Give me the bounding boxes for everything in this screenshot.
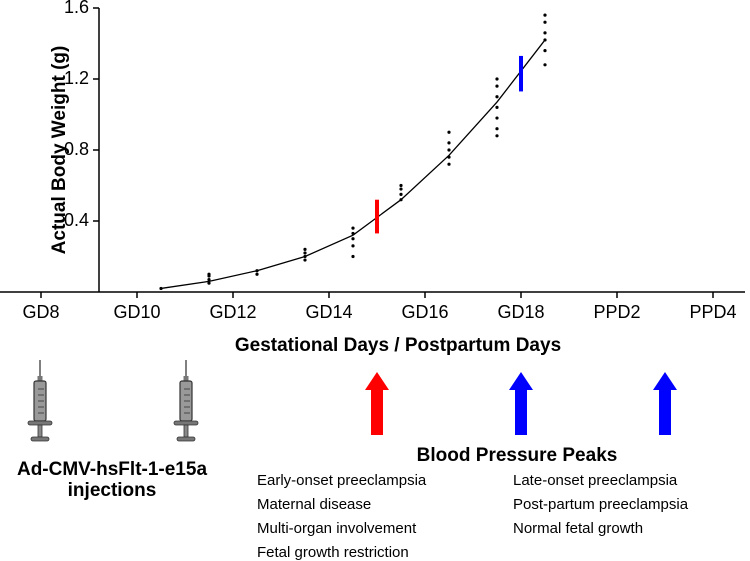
note-line: Post-partum preeclampsia — [513, 496, 689, 513]
peak-arrow — [653, 372, 677, 435]
data-point — [495, 116, 499, 120]
x-tick-label: GD14 — [305, 302, 352, 322]
data-point — [447, 155, 451, 159]
syringe-plunger — [183, 424, 189, 438]
peak-arrow — [509, 372, 533, 435]
peaks-label: Blood Pressure Peaks — [417, 445, 618, 466]
x-tick-label: GD10 — [113, 302, 160, 322]
syringe-flange — [173, 420, 199, 426]
data-point — [447, 141, 451, 145]
data-point — [399, 192, 403, 196]
data-point — [543, 31, 547, 35]
note-line: Late-onset preeclampsia — [513, 472, 678, 489]
data-point — [495, 105, 499, 109]
note-line: Multi-organ involvement — [257, 520, 417, 537]
syringes — [27, 360, 199, 442]
data-point — [351, 254, 355, 259]
data-point — [303, 251, 307, 255]
data-point — [207, 281, 211, 285]
data-point — [351, 244, 355, 248]
data-point — [207, 277, 211, 282]
x-tick-label: PPD4 — [689, 302, 736, 322]
y-axis-title: Actual Body Weight (g) — [49, 46, 70, 255]
syringe-tip — [183, 376, 189, 382]
data-point — [159, 286, 163, 291]
data-point — [255, 269, 259, 273]
note-line: Fetal growth restriction — [257, 544, 409, 561]
data-point — [447, 162, 451, 166]
syringe-plunger — [37, 424, 43, 438]
note-line: Normal fetal growth — [513, 520, 643, 537]
syringe-flange — [27, 420, 53, 426]
data-point — [543, 13, 547, 17]
data-point — [543, 38, 547, 42]
data-point — [543, 63, 547, 67]
x-tick-label: GD18 — [497, 302, 544, 322]
fit-curve — [160, 39, 546, 290]
y-tick-label: 0.8 — [64, 139, 89, 159]
x-tick-label: GD12 — [209, 302, 256, 322]
injection-label: Ad-CMV-hsFlt-1-e15a — [17, 459, 207, 480]
y-tick-label: 1.2 — [64, 68, 89, 88]
data-point — [303, 258, 307, 262]
data-point — [351, 226, 355, 230]
data-point — [447, 148, 451, 152]
syringe-thumb — [30, 436, 50, 442]
data-point — [543, 20, 547, 24]
data-point — [303, 254, 307, 259]
data-point — [399, 198, 403, 202]
data-point — [255, 272, 259, 276]
data-point — [495, 84, 499, 88]
y-tick-label: 1.6 — [64, 0, 89, 17]
syringe-tip — [37, 376, 43, 382]
data-point — [495, 127, 499, 131]
data-point — [399, 183, 403, 188]
data-point — [495, 77, 499, 81]
data-point — [351, 231, 355, 236]
peak-arrow — [365, 372, 389, 435]
x-tick-label: GD8 — [22, 302, 59, 322]
note-line: Maternal disease — [257, 496, 371, 513]
data-point — [351, 237, 355, 241]
x-axis-title: Gestational Days / Postpartum Days — [235, 335, 561, 356]
note-line: Early-onset preeclampsia — [257, 472, 427, 489]
x-tick-label: GD16 — [401, 302, 448, 322]
y-tick-label: 0.4 — [64, 210, 89, 230]
syringe-thumb — [176, 436, 196, 442]
injection-label: injections — [68, 480, 157, 501]
data-point — [495, 95, 499, 99]
data-point — [543, 49, 547, 53]
data-point — [207, 272, 211, 276]
data-point — [447, 130, 451, 134]
data-point — [303, 247, 307, 251]
data-point — [399, 187, 403, 191]
data-point — [495, 134, 499, 138]
x-tick-label: PPD2 — [593, 302, 640, 322]
